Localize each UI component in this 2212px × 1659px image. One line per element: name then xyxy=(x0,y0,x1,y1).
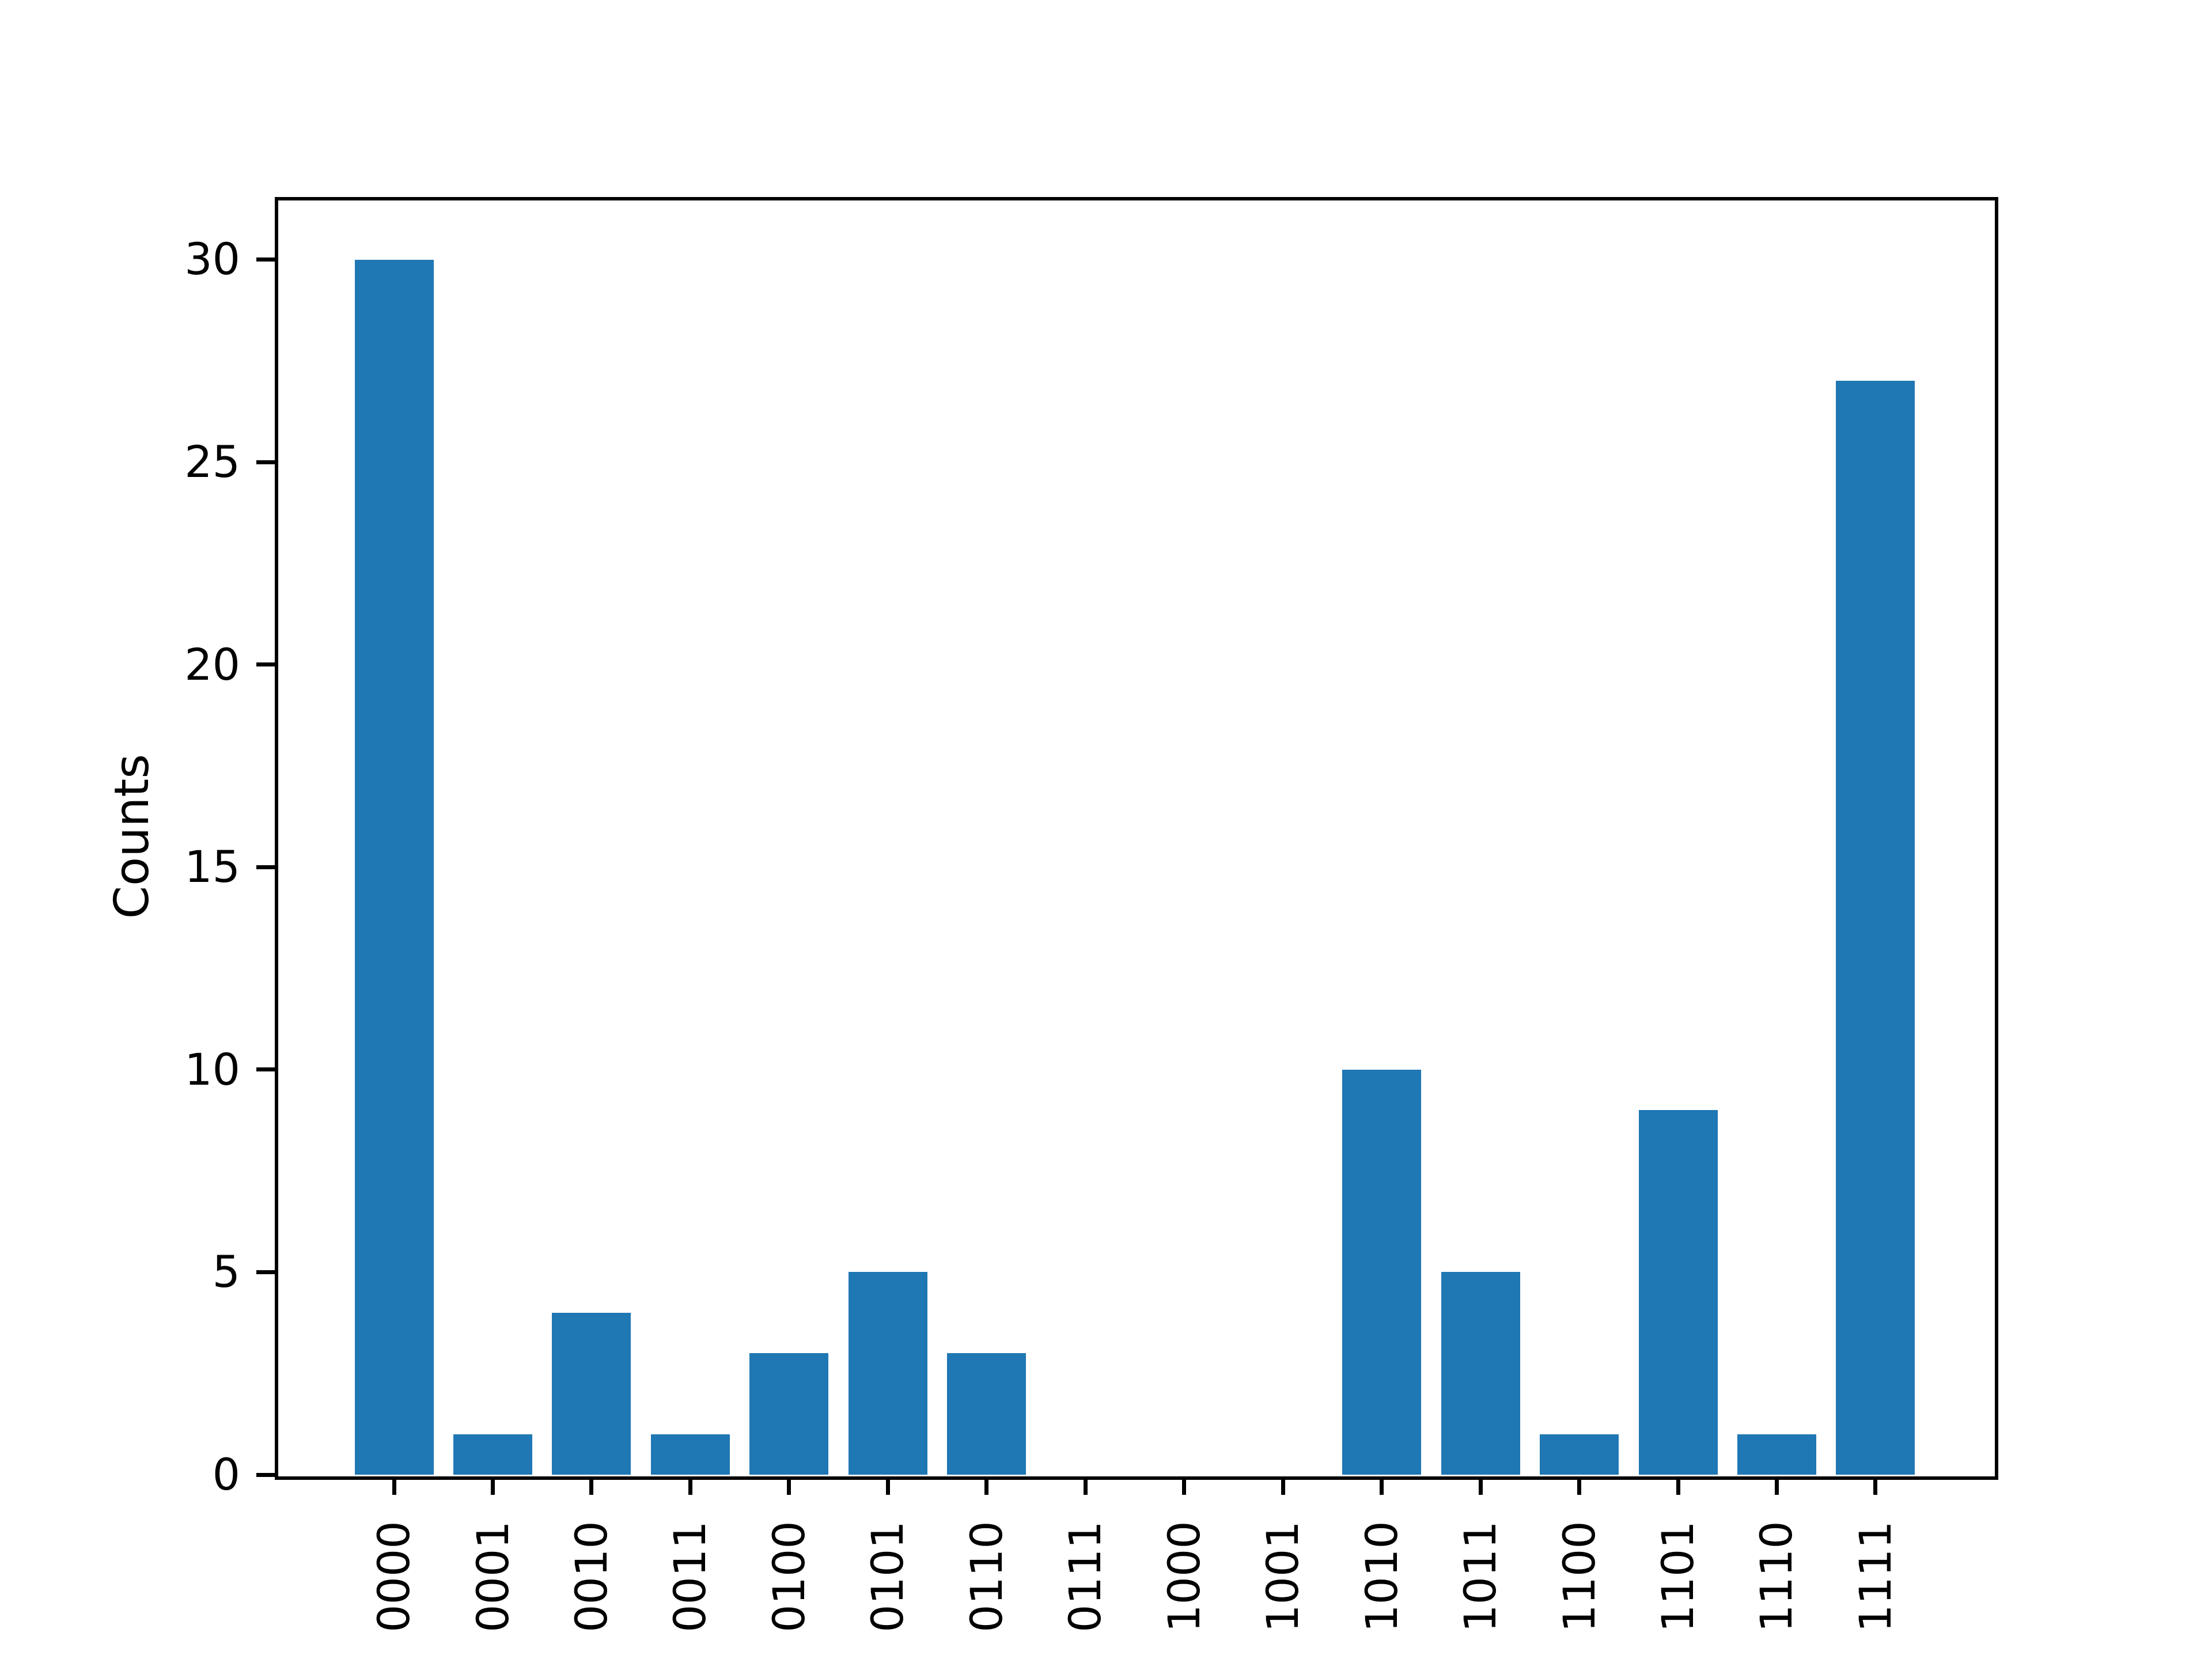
bar-0101 xyxy=(849,1272,927,1475)
x-tick-label-0000: 0000 xyxy=(368,1521,419,1633)
x-tick-mark xyxy=(392,1476,396,1495)
x-tick-mark xyxy=(1380,1476,1384,1495)
y-tick-label: 25 xyxy=(184,436,240,487)
x-tick-label-0010: 0010 xyxy=(566,1521,617,1633)
y-tick-mark xyxy=(256,460,275,464)
x-tick-mark xyxy=(688,1476,692,1495)
bar-1011 xyxy=(1441,1272,1520,1475)
x-tick-mark xyxy=(886,1476,890,1495)
bar-0110 xyxy=(947,1353,1026,1475)
x-tick-mark xyxy=(1084,1476,1088,1495)
bar-0000 xyxy=(355,259,434,1475)
bar-0001 xyxy=(453,1434,532,1475)
x-tick-mark xyxy=(1676,1476,1680,1495)
bar-1010 xyxy=(1342,1069,1421,1475)
x-tick-label-1010: 1010 xyxy=(1356,1521,1407,1633)
y-tick-label: 5 xyxy=(212,1246,240,1297)
x-tick-mark xyxy=(787,1476,791,1495)
bar-1101 xyxy=(1639,1110,1718,1475)
y-axis-title: Counts xyxy=(105,753,160,919)
y-tick-label: 20 xyxy=(184,639,240,690)
x-tick-label-1111: 1111 xyxy=(1850,1521,1901,1633)
bar-0010 xyxy=(552,1312,631,1475)
plot-area xyxy=(276,199,1993,1475)
x-tick-mark xyxy=(1281,1476,1285,1495)
x-tick-label-0111: 0111 xyxy=(1059,1521,1111,1633)
x-tick-label-0001: 0001 xyxy=(467,1521,518,1633)
x-tick-label-1100: 1100 xyxy=(1554,1521,1605,1633)
x-tick-mark xyxy=(1577,1476,1581,1495)
bar-0100 xyxy=(749,1353,828,1475)
y-tick-label: 30 xyxy=(184,233,240,285)
x-tick-mark xyxy=(491,1476,495,1495)
y-tick-mark xyxy=(256,662,275,666)
bar-0011 xyxy=(651,1434,730,1475)
y-tick-mark xyxy=(256,257,275,262)
x-tick-label-0101: 0101 xyxy=(862,1521,913,1633)
y-tick-label: 15 xyxy=(184,841,240,892)
x-tick-label-1110: 1110 xyxy=(1751,1521,1802,1633)
x-tick-mark xyxy=(984,1476,988,1495)
x-tick-mark xyxy=(1775,1476,1779,1495)
y-tick-mark xyxy=(256,1473,275,1477)
x-tick-mark xyxy=(1182,1476,1186,1495)
y-tick-mark xyxy=(256,865,275,869)
y-tick-mark xyxy=(256,1067,275,1071)
y-tick-mark xyxy=(256,1270,275,1274)
x-tick-label-0011: 0011 xyxy=(664,1521,715,1633)
y-tick-label: 10 xyxy=(184,1044,240,1095)
x-tick-label-0110: 0110 xyxy=(961,1521,1012,1633)
x-tick-label-1101: 1101 xyxy=(1652,1521,1703,1633)
x-tick-label-0100: 0100 xyxy=(763,1521,815,1633)
x-tick-label-1011: 1011 xyxy=(1455,1521,1506,1633)
y-tick-label: 0 xyxy=(212,1449,240,1500)
bar-1110 xyxy=(1737,1434,1816,1475)
x-tick-mark xyxy=(589,1476,593,1495)
x-tick-label-1001: 1001 xyxy=(1257,1521,1308,1633)
x-tick-mark xyxy=(1873,1476,1877,1495)
x-tick-mark xyxy=(1479,1476,1483,1495)
x-tick-label-1000: 1000 xyxy=(1158,1521,1210,1633)
bar-1100 xyxy=(1540,1434,1619,1475)
bar-1111 xyxy=(1836,381,1915,1475)
